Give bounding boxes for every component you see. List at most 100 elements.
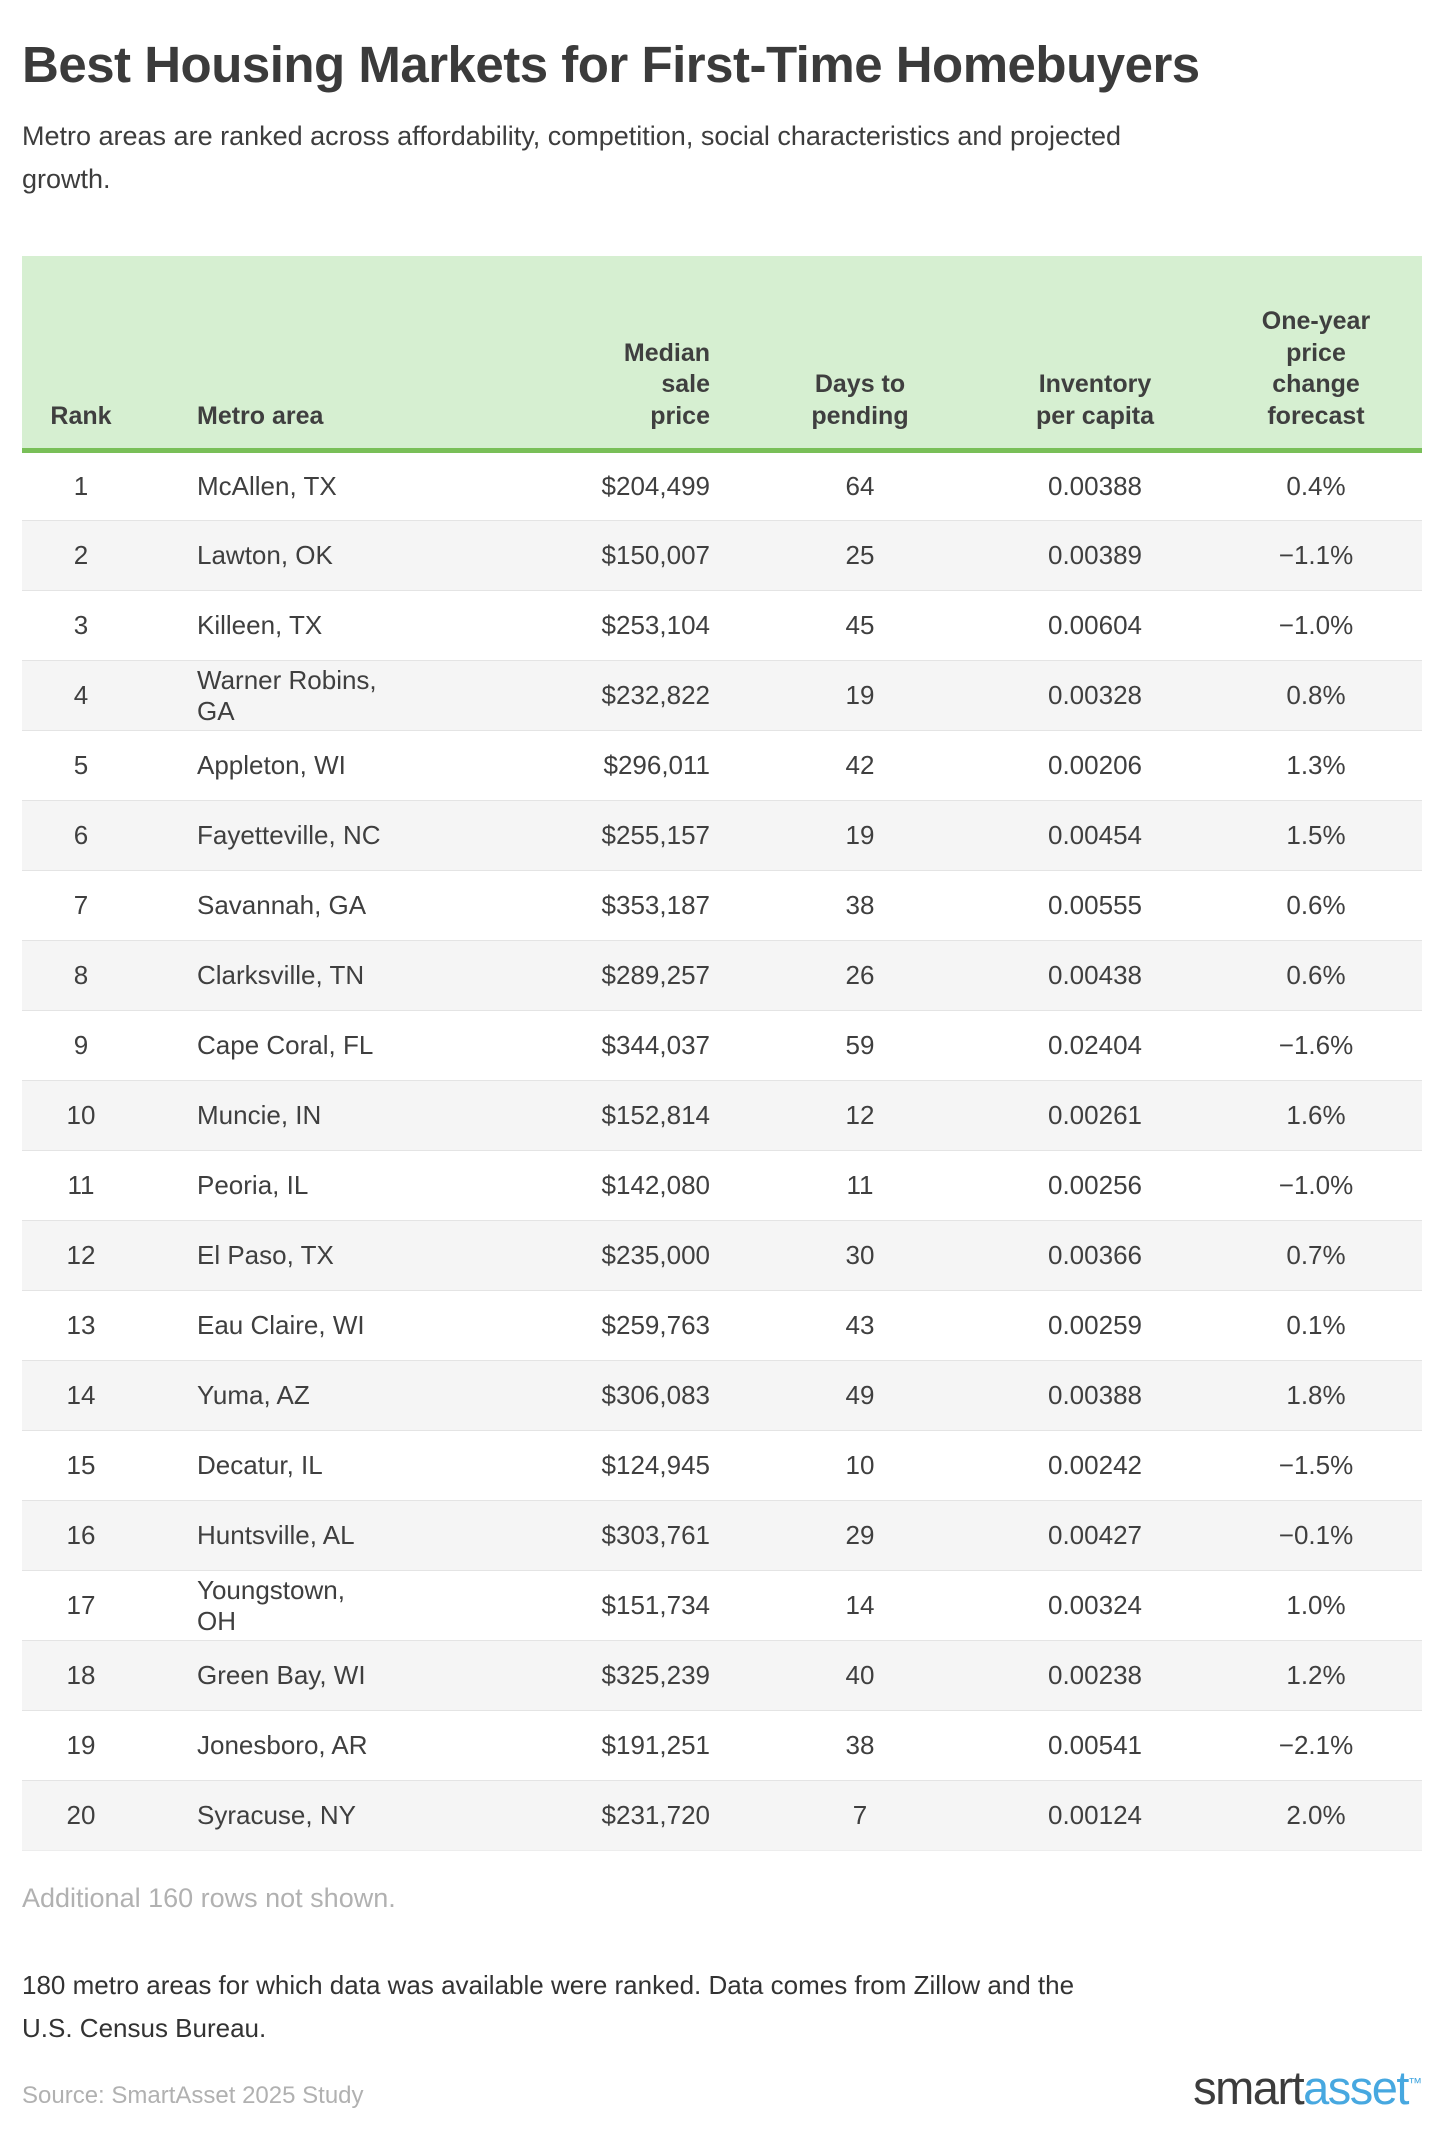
footer: Source: SmartAsset 2025 Study smartasset… [22, 2060, 1422, 2116]
cell-one-year-price-change-forecast: −1.0% [1278, 610, 1354, 641]
cell-metro-area: Fayetteville, NC [197, 820, 381, 851]
cell-metro-area: Savannah, GA [197, 890, 367, 921]
column-header-metro-area: Metro area [197, 401, 324, 430]
table-row: 12 El Paso, TX $235,000 30 0.00366 0.7% [22, 1220, 1422, 1291]
cell-inventory-per-capita: 0.00328 [1048, 680, 1142, 711]
cell-days-to-pending: 42 [845, 750, 875, 781]
cell-median-sale-price: $191,251 [601, 1730, 710, 1761]
cell-metro-area: Youngstown, OH [197, 1574, 345, 1636]
table-row: 7 Savannah, GA $353,187 38 0.00555 0.6% [22, 870, 1422, 941]
cell-one-year-price-change-forecast: −1.5% [1278, 1450, 1354, 1481]
trademark-symbol: ™ [1408, 2074, 1422, 2091]
cell-one-year-price-change-forecast: 0.6% [1286, 960, 1346, 991]
column-header-rank: Rank [50, 401, 112, 430]
cell-one-year-price-change-forecast: 1.3% [1286, 750, 1346, 781]
methodology-note: 180 metro areas for which data was avail… [22, 1970, 1075, 2043]
cell-median-sale-price: $253,104 [601, 610, 710, 641]
cell-median-sale-price: $235,000 [601, 1240, 710, 1271]
cell-median-sale-price: $296,011 [603, 750, 710, 781]
cell-metro-area: Huntsville, AL [197, 1520, 355, 1551]
cell-inventory-per-capita: 0.00259 [1048, 1310, 1142, 1341]
cell-rank: 10 [66, 1100, 96, 1131]
cell-median-sale-price: $142,080 [601, 1170, 710, 1201]
cell-metro-area: Syracuse, NY [197, 1800, 356, 1831]
cell-rank: 7 [73, 890, 89, 921]
cell-metro-area: Decatur, IL [197, 1450, 323, 1481]
cell-days-to-pending: 49 [845, 1380, 875, 1411]
table-row: 2 Lawton, OK $150,007 25 0.00389 −1.1% [22, 520, 1422, 591]
cell-rank: 4 [73, 680, 89, 711]
cell-inventory-per-capita: 0.00256 [1048, 1170, 1142, 1201]
column-header-one-year-price-change-forecast: One-year price change forecast [1261, 307, 1371, 430]
cell-rank: 6 [73, 820, 89, 851]
cell-inventory-per-capita: 0.00242 [1048, 1450, 1142, 1481]
cell-days-to-pending: 40 [845, 1660, 875, 1691]
logo-text-asset: asset [1303, 2060, 1409, 2114]
table-row: 8 Clarksville, TN $289,257 26 0.00438 0.6% [22, 940, 1422, 1011]
cell-metro-area: Eau Claire, WI [197, 1310, 365, 1341]
table-row: 5 Appleton, WI $296,011 42 0.00206 1.3% [22, 730, 1422, 801]
cell-days-to-pending: 19 [845, 820, 875, 851]
cell-rank: 13 [66, 1310, 96, 1341]
cell-one-year-price-change-forecast: 0.4% [1286, 471, 1346, 502]
table-row: 6 Fayetteville, NC $255,157 19 0.00454 1.5% [22, 800, 1422, 871]
cell-one-year-price-change-forecast: 1.5% [1286, 820, 1346, 851]
table-body: 1 McAllen, TX $204,499 64 0.00388 0.4% 2 Lawton… [22, 451, 1422, 1851]
table-row: 16 Huntsville, AL $303,761 29 0.00427 −0.1% [22, 1500, 1422, 1571]
cell-median-sale-price: $325,239 [601, 1660, 710, 1691]
cell-days-to-pending: 59 [845, 1030, 875, 1061]
cell-rank: 1 [73, 471, 89, 502]
cell-rank: 17 [66, 1590, 96, 1621]
cell-days-to-pending: 38 [845, 1730, 875, 1761]
cell-one-year-price-change-forecast: −1.6% [1278, 1030, 1354, 1061]
cell-days-to-pending: 38 [845, 890, 875, 921]
cell-median-sale-price: $232,822 [601, 680, 710, 711]
cell-median-sale-price: $124,945 [601, 1450, 710, 1481]
cell-inventory-per-capita: 0.00124 [1048, 1800, 1142, 1831]
cell-one-year-price-change-forecast: −1.1% [1278, 540, 1354, 571]
table-row: 19 Jonesboro, AR $191,251 38 0.00541 −2.1% [22, 1710, 1422, 1781]
table-row: 1 McAllen, TX $204,499 64 0.00388 0.4% [22, 451, 1422, 521]
cell-inventory-per-capita: 0.02404 [1048, 1030, 1142, 1061]
cell-inventory-per-capita: 0.00261 [1048, 1100, 1142, 1131]
cell-inventory-per-capita: 0.00438 [1048, 960, 1142, 991]
table-row: 4 Warner Robins, GA $232,822 19 0.00328 0.8% [22, 660, 1422, 731]
cell-rank: 20 [66, 1800, 96, 1831]
cell-days-to-pending: 64 [845, 471, 875, 502]
source-note: Source: SmartAsset 2025 Study [22, 2082, 364, 2110]
cell-rank: 3 [73, 610, 89, 641]
smartasset-logo: smartasset™ [1193, 2060, 1422, 2116]
cell-metro-area: Cape Coral, FL [197, 1030, 374, 1061]
cell-one-year-price-change-forecast: 1.8% [1286, 1380, 1346, 1411]
cell-inventory-per-capita: 0.00366 [1048, 1240, 1142, 1271]
cell-one-year-price-change-forecast: 1.6% [1286, 1100, 1346, 1131]
cell-inventory-per-capita: 0.00555 [1048, 890, 1142, 921]
table-row: 20 Syracuse, NY $231,720 7 0.00124 2.0% [22, 1780, 1422, 1851]
cell-days-to-pending: 19 [845, 680, 875, 711]
cell-days-to-pending: 29 [845, 1520, 875, 1551]
cell-median-sale-price: $306,083 [601, 1380, 710, 1411]
cell-inventory-per-capita: 0.00454 [1048, 820, 1142, 851]
cell-median-sale-price: $259,763 [601, 1310, 710, 1341]
cell-metro-area: Clarksville, TN [197, 960, 365, 991]
cell-inventory-per-capita: 0.00388 [1048, 471, 1142, 502]
cell-one-year-price-change-forecast: 0.6% [1286, 890, 1346, 921]
table-row: 3 Killeen, TX $253,104 45 0.00604 −1.0% [22, 590, 1422, 661]
table-row: 14 Yuma, AZ $306,083 49 0.00388 1.8% [22, 1360, 1422, 1431]
cell-rank: 12 [66, 1240, 96, 1271]
cell-one-year-price-change-forecast: −2.1% [1278, 1730, 1354, 1761]
table-row: 15 Decatur, IL $124,945 10 0.00242 −1.5% [22, 1430, 1422, 1501]
cell-rank: 8 [73, 960, 89, 991]
table-row: 17 Youngstown, OH $151,734 14 0.00324 1.0% [22, 1570, 1422, 1641]
cell-one-year-price-change-forecast: 2.0% [1286, 1800, 1346, 1831]
cell-median-sale-price: $152,814 [601, 1100, 710, 1131]
cell-median-sale-price: $353,187 [601, 890, 710, 921]
cell-metro-area: Jonesboro, AR [197, 1730, 368, 1761]
cell-metro-area: Warner Robins, GA [197, 664, 377, 726]
cell-rank: 14 [66, 1380, 96, 1411]
cell-rank: 19 [66, 1730, 96, 1761]
cell-rank: 16 [66, 1520, 96, 1551]
cell-metro-area: McAllen, TX [197, 471, 337, 502]
cell-metro-area: Appleton, WI [197, 750, 346, 781]
